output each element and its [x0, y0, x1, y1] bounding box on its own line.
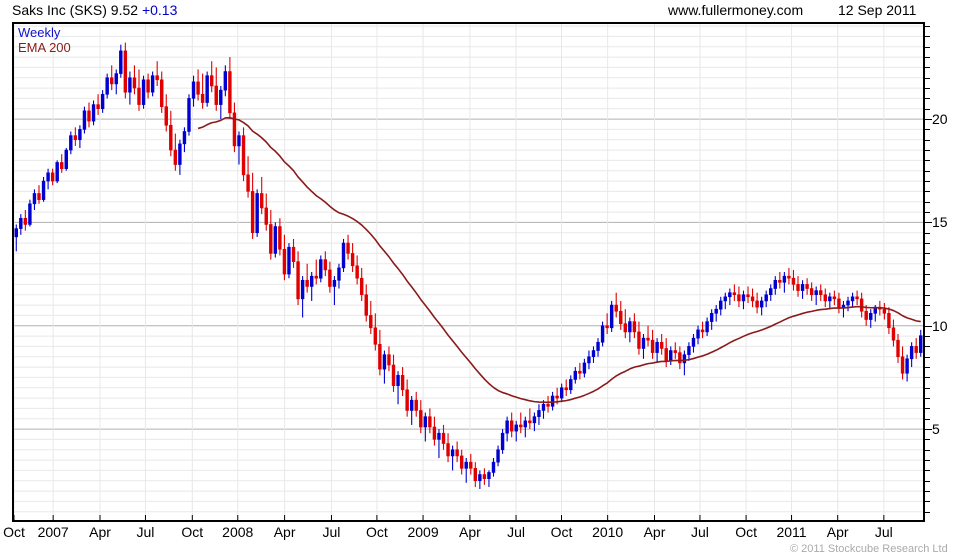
x-axis-tick-label: 2010 — [592, 524, 624, 540]
x-axis-tick-label: 2009 — [407, 524, 439, 540]
y-tick — [925, 243, 930, 245]
y-tick — [925, 398, 930, 400]
y-tick — [925, 181, 930, 183]
price-series-layer — [14, 42, 923, 489]
x-axis-tick-label: Jul — [874, 524, 893, 540]
x-axis-tick-label: Jul — [690, 524, 709, 540]
y-tick — [925, 129, 930, 131]
y-tick — [925, 232, 930, 234]
y-tick — [925, 491, 930, 493]
x-axis-tick-label: Apr — [89, 524, 111, 540]
y-tick — [925, 284, 930, 286]
y-tick — [925, 511, 930, 513]
x-axis-tick-label: Apr — [643, 524, 666, 540]
grid-layer — [14, 24, 923, 520]
x-axis-tick-label: Oct — [550, 524, 573, 540]
y-tick — [925, 346, 930, 348]
instrument-label: Saks Inc (SKS) 9.52 — [12, 2, 139, 18]
y-tick — [925, 98, 930, 100]
x-axis-tick-label: 2011 — [776, 524, 807, 540]
x-axis-tick-label: 2007 — [37, 524, 69, 540]
y-tick — [925, 57, 930, 59]
y-tick — [925, 46, 930, 48]
chart-date: 12 Sep 2011 — [838, 2, 917, 18]
y-tick — [925, 480, 930, 482]
y-tick — [925, 263, 930, 265]
y-tick — [925, 119, 932, 121]
y-tick — [925, 274, 930, 276]
y-tick — [925, 36, 930, 38]
y-tick — [925, 222, 932, 224]
website-label: www.fullermoney.com — [668, 2, 804, 18]
y-tick — [925, 501, 930, 503]
y-tick — [925, 253, 930, 255]
x-axis-tick-label: Oct — [181, 524, 204, 540]
y-tick — [925, 449, 930, 451]
y-tick — [925, 160, 930, 162]
y-tick — [925, 387, 930, 389]
y-tick — [925, 170, 930, 172]
x-axis-tick-label: Apr — [273, 524, 296, 540]
y-tick — [925, 418, 930, 420]
y-tick — [925, 108, 930, 110]
y-tick — [925, 294, 930, 296]
y-tick — [925, 460, 930, 462]
y-tick — [925, 315, 930, 317]
y-axis-tick-label: 15 — [932, 214, 948, 231]
y-tick — [925, 408, 930, 410]
x-axis-tick-label: Oct — [366, 524, 388, 540]
y-axis-tick-label: 20 — [932, 111, 948, 128]
y-tick — [925, 201, 930, 203]
y-tick — [925, 439, 930, 441]
price-change: +0.13 — [141, 2, 178, 18]
y-tick — [925, 367, 930, 369]
y-tick — [925, 325, 932, 327]
y-tick — [925, 26, 930, 28]
y-tick — [925, 377, 930, 379]
y-tick — [925, 191, 930, 193]
y-tick — [925, 88, 930, 90]
x-axis-tick-label: Apr — [826, 524, 849, 540]
y-axis-tick-label: 10 — [932, 317, 948, 334]
x-axis-tick-label: Jul — [507, 524, 525, 540]
y-axis-tick-label: 5 — [932, 421, 940, 438]
x-axis-tick-label: Jul — [322, 524, 341, 540]
y-tick — [925, 305, 930, 307]
y-tick — [925, 77, 930, 79]
legend-ema: EMA 200 — [18, 40, 71, 55]
x-axis-tick-label: Oct — [3, 524, 25, 540]
y-tick — [925, 150, 930, 152]
x-axis-tick-label: Jul — [136, 524, 155, 540]
y-tick — [925, 429, 932, 431]
chart-title: Saks Inc (SKS) 9.52 +0.13 — [12, 0, 177, 20]
legend-series: Weekly — [18, 25, 61, 40]
y-tick — [925, 139, 930, 141]
y-tick — [925, 356, 930, 358]
x-axis-tick-label: Apr — [458, 524, 481, 540]
x-axis-tick-label: 2008 — [222, 524, 254, 540]
y-tick — [925, 67, 930, 69]
y-tick — [925, 212, 930, 214]
y-tick — [925, 336, 930, 338]
y-tick — [925, 470, 930, 472]
copyright-notice: © 2011 Stockcube Research Ltd — [790, 543, 948, 555]
x-axis-tick-label: Oct — [735, 524, 757, 540]
plot-area[interactable]: Weekly EMA 200 — [12, 22, 925, 522]
